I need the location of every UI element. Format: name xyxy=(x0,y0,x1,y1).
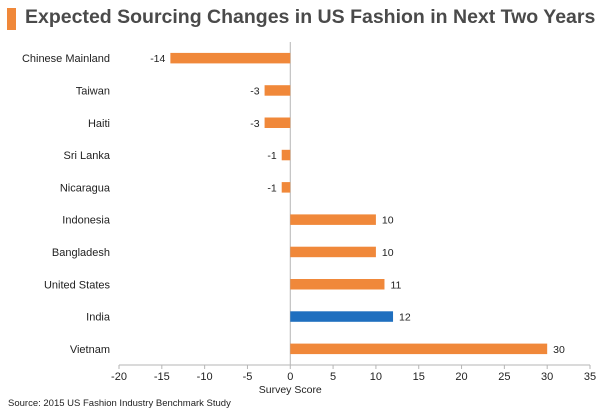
x-tick-label: 10 xyxy=(370,371,382,383)
data-label: 12 xyxy=(399,312,411,324)
data-label: -14 xyxy=(150,53,165,65)
category-label: United States xyxy=(44,279,111,291)
data-label: -3 xyxy=(250,85,259,97)
x-axis-title: Survey Score xyxy=(259,384,322,396)
category-label: Bangladesh xyxy=(52,247,110,259)
x-tick-label: 5 xyxy=(330,371,336,383)
x-tick-label: 35 xyxy=(584,371,596,383)
data-label: 30 xyxy=(553,344,565,356)
bar xyxy=(290,214,376,225)
data-label: 10 xyxy=(382,215,394,227)
data-label: -1 xyxy=(267,150,276,162)
category-label: Nicaragua xyxy=(60,182,111,194)
x-tick-label: -5 xyxy=(243,371,253,383)
data-label: -3 xyxy=(250,118,259,130)
bar xyxy=(290,279,385,290)
category-label: Vietnam xyxy=(70,344,110,356)
x-tick-label: 15 xyxy=(413,371,425,383)
bar xyxy=(264,117,291,128)
source-note: Source: 2015 US Fashion Industry Benchma… xyxy=(8,398,231,409)
x-tick-label: -20 xyxy=(111,371,127,383)
bar xyxy=(281,149,291,161)
bar xyxy=(290,343,548,355)
x-tick-label: 0 xyxy=(287,371,293,383)
data-label: 10 xyxy=(382,247,394,259)
title-accent-bar xyxy=(7,8,16,30)
bar xyxy=(290,311,394,322)
x-tick-label: 30 xyxy=(541,371,553,383)
bar xyxy=(170,52,291,64)
x-tick-label: -15 xyxy=(154,371,170,383)
category-label: Sri Lanka xyxy=(64,150,111,162)
category-label: Indonesia xyxy=(62,215,111,227)
x-tick-label: 20 xyxy=(455,371,467,383)
x-tick-label: -10 xyxy=(197,371,213,383)
category-label: Taiwan xyxy=(76,85,110,97)
bar xyxy=(264,85,291,96)
data-label: -1 xyxy=(267,182,276,194)
data-label: 11 xyxy=(390,279,401,291)
bar xyxy=(290,246,376,258)
bar xyxy=(281,182,291,193)
category-label: Chinese Mainland xyxy=(22,53,110,65)
chart-title: Expected Sourcing Changes in US Fashion … xyxy=(25,6,596,28)
x-tick-label: 25 xyxy=(498,371,510,383)
category-label: Haiti xyxy=(88,118,110,130)
category-label: India xyxy=(86,312,111,324)
